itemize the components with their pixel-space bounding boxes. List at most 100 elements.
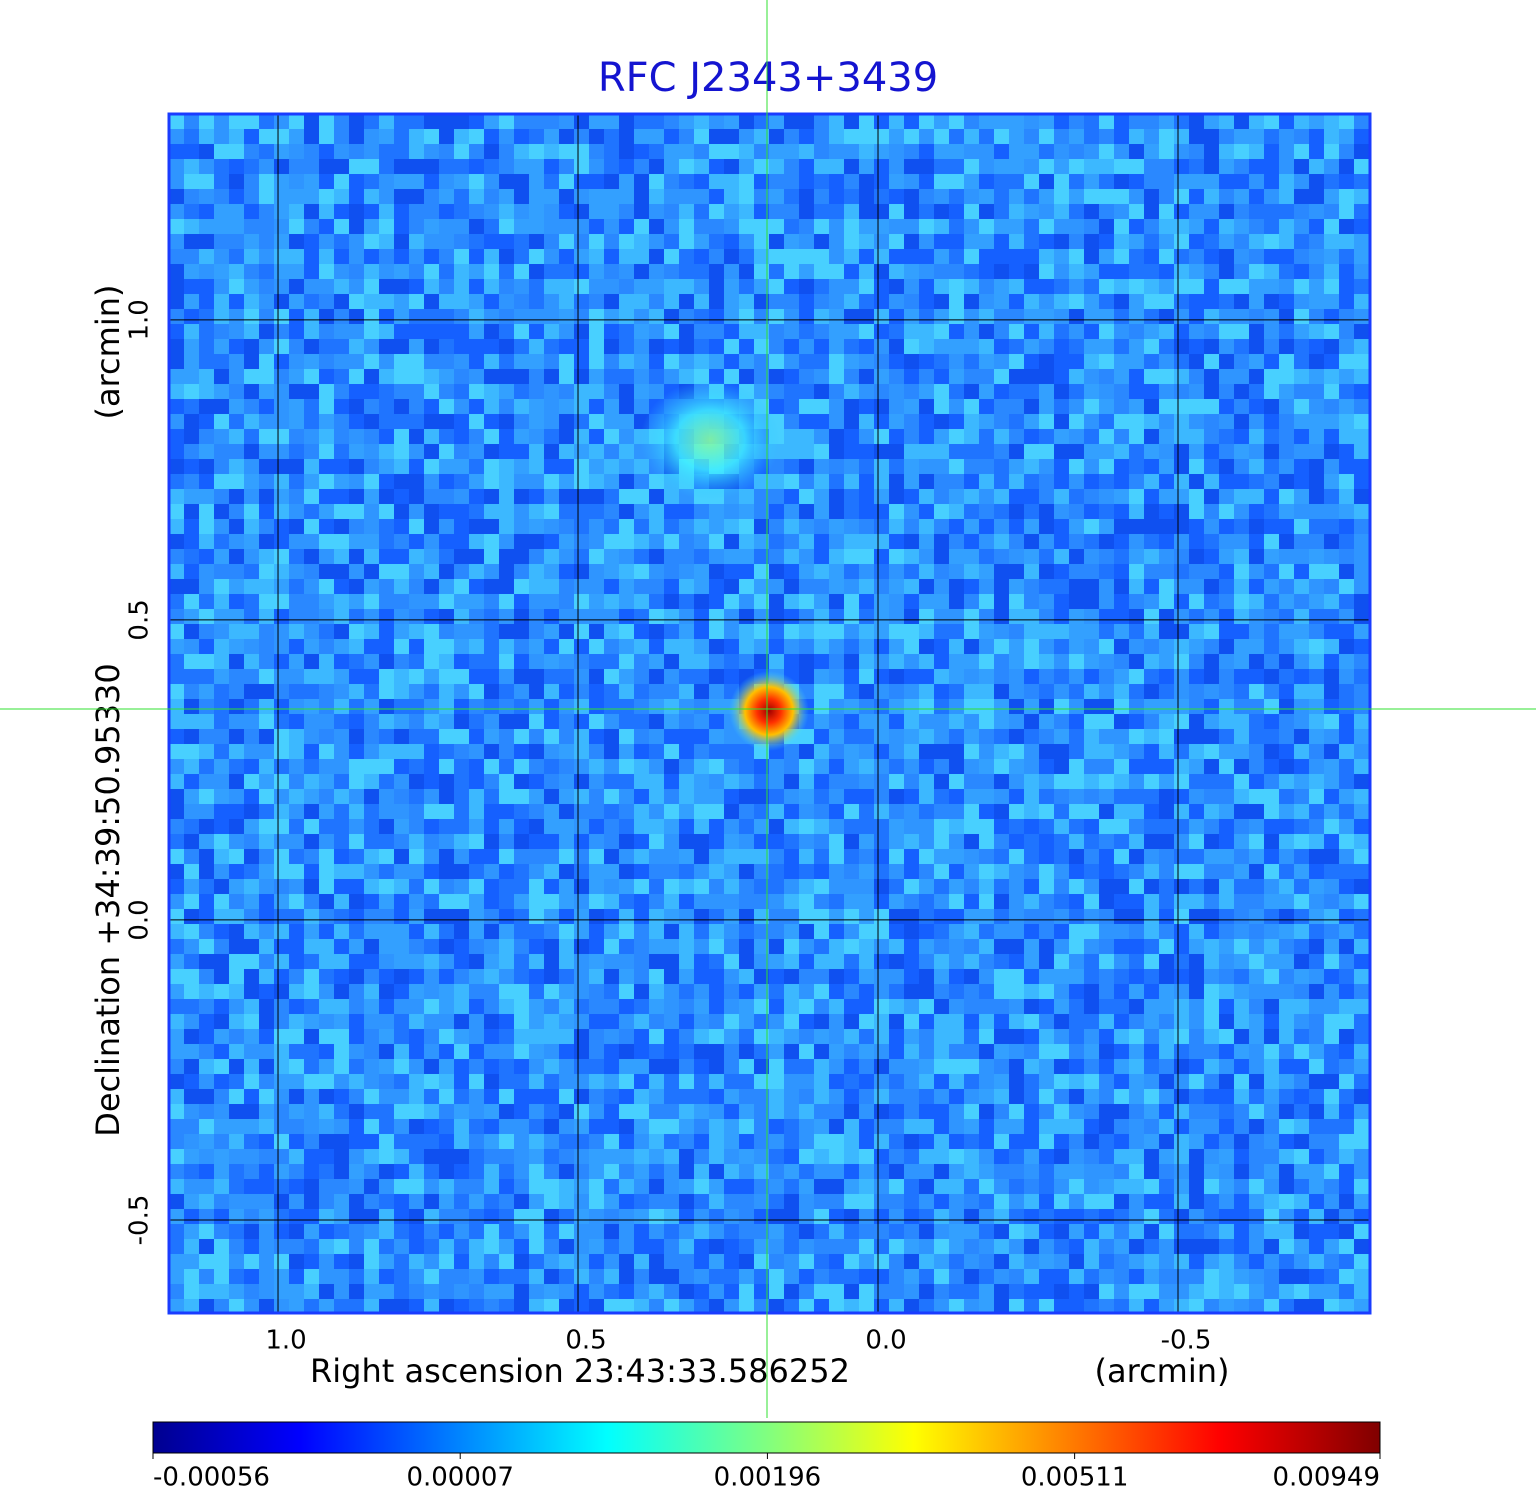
image-cell [229,339,244,354]
image-cell [619,714,634,729]
image-cell [1309,714,1324,729]
image-cell [739,639,754,654]
image-cell [589,549,604,564]
image-cell [964,504,979,519]
image-cell [694,264,709,279]
image-cell [604,129,619,144]
image-cell [529,399,544,414]
image-cell [694,504,709,519]
image-cell [1129,684,1144,699]
image-cell [1009,774,1024,789]
image-cell [229,744,244,759]
image-cell [964,879,979,894]
image-cell [334,999,349,1014]
image-cell [364,759,379,774]
image-cell [634,639,649,654]
image-cell [1174,909,1189,924]
image-cell [844,834,859,849]
image-cell [814,414,829,429]
image-cell [1219,669,1234,684]
image-cell [349,969,364,984]
image-cell [784,624,799,639]
image-cell [784,459,799,474]
image-cell [664,219,679,234]
image-cell [799,864,814,879]
image-cell [664,534,679,549]
image-cell [349,189,364,204]
image-cell [514,189,529,204]
image-cell [499,699,514,714]
image-cell [1159,429,1174,444]
image-cell [1354,879,1369,894]
image-cell [754,984,769,999]
image-cell [1264,864,1279,879]
image-cell [364,609,379,624]
image-cell [499,1029,514,1044]
image-cell [544,204,559,219]
image-cell [904,564,919,579]
image-cell [184,909,199,924]
image-cell [499,819,514,834]
image-cell [1114,999,1129,1014]
image-cell [439,549,454,564]
image-cell [1024,879,1039,894]
image-cell [1054,534,1069,549]
image-cell [1324,714,1339,729]
image-cell [814,459,829,474]
image-cell [439,399,454,414]
image-cell [529,849,544,864]
image-cell [964,129,979,144]
image-cell [979,219,994,234]
image-cell [1174,189,1189,204]
image-cell [694,954,709,969]
image-cell [1159,894,1174,909]
image-cell [484,624,499,639]
image-cell [304,759,319,774]
image-cell [439,804,454,819]
image-cell [574,519,589,534]
image-cell [514,729,529,744]
image-cell [469,714,484,729]
image-cell [274,864,289,879]
image-cell [664,564,679,579]
image-cell [574,219,589,234]
image-cell [964,954,979,969]
image-cell [934,744,949,759]
image-cell [1084,684,1099,699]
image-cell [184,714,199,729]
image-cell [1099,579,1114,594]
image-cell [439,954,454,969]
image-cell [1219,594,1234,609]
image-cell [1084,399,1099,414]
image-cell [949,774,964,789]
image-cell [1189,969,1204,984]
image-cell [274,819,289,834]
image-cell [814,174,829,189]
image-cell [859,774,874,789]
image-cell [604,279,619,294]
image-cell [274,429,289,444]
image-cell [184,1029,199,1044]
image-cell [754,954,769,969]
image-cell [1279,909,1294,924]
image-cell [214,504,229,519]
image-cell [364,714,379,729]
image-cell [1159,519,1174,534]
image-cell [874,819,889,834]
image-cell [514,369,529,384]
image-cell [1159,249,1174,264]
image-cell [1129,474,1144,489]
image-cell [964,714,979,729]
image-cell [814,1029,829,1044]
image-cell [349,384,364,399]
image-cell [1084,594,1099,609]
image-cell [1234,369,1249,384]
image-cell [1054,894,1069,909]
image-cell [1009,159,1024,174]
image-cell [319,384,334,399]
image-cell [844,759,859,774]
image-cell [334,654,349,669]
image-cell [484,564,499,579]
image-cell [964,264,979,279]
image-cell [439,174,454,189]
